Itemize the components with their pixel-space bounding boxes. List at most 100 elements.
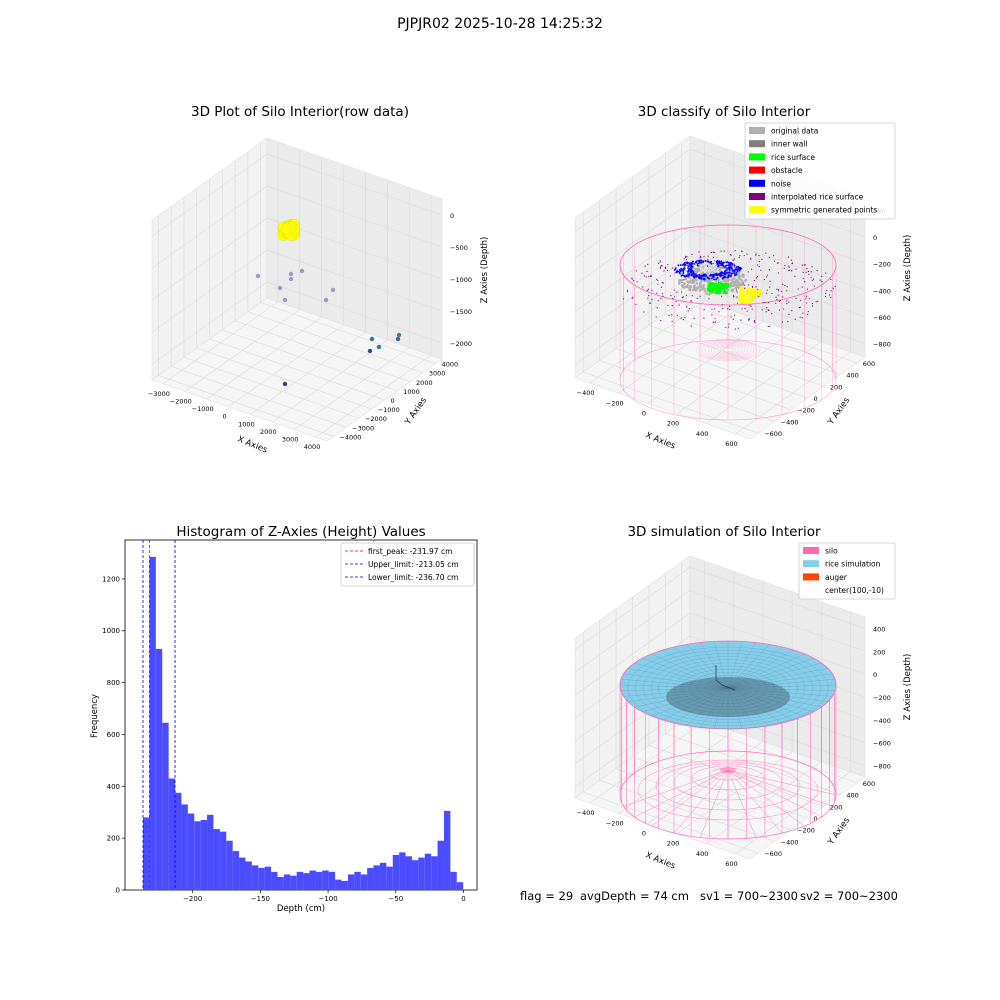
- interpolated-point: [825, 272, 827, 274]
- noise-point: [721, 274, 724, 277]
- noise-point: [726, 271, 728, 274]
- interpolated-point: [651, 298, 653, 301]
- histogram-bar: [347, 874, 355, 890]
- interpolated-point: [743, 284, 745, 286]
- interpolated-point: [684, 268, 686, 270]
- silo-floor-ring: [707, 342, 749, 358]
- z-tick-label: −2000: [450, 340, 472, 348]
- rice-surface-point: [715, 286, 719, 290]
- interpolated-point: [668, 314, 670, 316]
- y-tick-label: 800: [107, 679, 120, 687]
- interpolated-point: [733, 263, 736, 265]
- interpolated-point: [801, 316, 803, 319]
- noise-point: [703, 273, 706, 276]
- original-point: [703, 289, 707, 293]
- noise-point: [716, 276, 719, 279]
- interpolated-point: [808, 273, 810, 275]
- original-point: [697, 269, 700, 272]
- interpolated-point: [766, 292, 768, 294]
- original-point: [684, 277, 688, 281]
- interpolated-point: [699, 255, 702, 257]
- y-tick-label: −3000: [352, 424, 374, 432]
- interpolated-point: [734, 266, 736, 269]
- raw-plot-title: 3D Plot of Silo Interior(row data): [191, 104, 409, 120]
- interpolated-point: [784, 264, 786, 267]
- interpolated-point: [659, 267, 661, 269]
- y-gridline: [583, 371, 759, 434]
- y-gridline: [632, 756, 808, 819]
- interpolated-point: [808, 298, 810, 300]
- interpolated-point: [626, 291, 629, 293]
- classify-z-axis-label: Z Axies (Depth): [903, 235, 913, 302]
- noise-point: [722, 265, 725, 268]
- interpolated-point: [743, 287, 746, 289]
- rice-mesh-spoke: [727, 658, 814, 689]
- noise-point: [723, 275, 725, 277]
- interpolated-point: [733, 314, 736, 316]
- interpolated-point: [703, 256, 705, 258]
- interpolated-point: [762, 301, 764, 304]
- y-tick-label: −1000: [378, 406, 400, 414]
- interpolated-point: [683, 258, 685, 260]
- noise-point: [692, 265, 694, 268]
- z-tick-label: 200: [873, 648, 885, 656]
- symmetric-point: [742, 294, 747, 299]
- interpolated-point: [765, 252, 767, 254]
- original-point: [698, 289, 702, 292]
- interpolated-point: [739, 255, 741, 257]
- interpolated-point: [670, 294, 672, 297]
- raw-point: [282, 297, 288, 303]
- interpolated-point: [657, 279, 659, 282]
- histogram-bar: [175, 792, 182, 890]
- interpolated-point: [788, 266, 790, 268]
- histogram-bar: [239, 857, 246, 890]
- noise-point: [727, 264, 730, 267]
- symmetric-point: [743, 299, 748, 304]
- interpolated-point: [750, 305, 752, 307]
- interpolated-point: [773, 255, 775, 257]
- histogram-bar: [405, 856, 412, 890]
- interpolated-point: [776, 298, 778, 301]
- noise-point: [728, 274, 730, 277]
- original-point: [705, 263, 709, 266]
- rice-mesh-spoke: [713, 641, 729, 689]
- interpolated-point: [788, 265, 790, 267]
- noise-point: [726, 276, 729, 279]
- rice-mesh-spoke: [628, 668, 729, 689]
- z-gridline: [574, 149, 691, 232]
- interpolated-point: [746, 310, 748, 312]
- raw-point: [396, 332, 402, 338]
- rice-mesh-spoke: [727, 687, 770, 726]
- z-gridline: [574, 175, 691, 259]
- raw-point: [255, 273, 261, 279]
- x-tick-label: 0: [222, 413, 226, 421]
- interpolated-point: [696, 297, 698, 300]
- interpolated-point: [791, 310, 793, 312]
- legend-swatch: [749, 166, 765, 174]
- silo-floor-spoke: [727, 769, 757, 838]
- z-tick-label: 0: [873, 671, 877, 679]
- rice-mesh-spoke: [727, 668, 828, 689]
- interpolated-point: [776, 288, 778, 290]
- silo-floor-ring: [710, 343, 746, 357]
- noise-point: [678, 272, 681, 275]
- x-tick-label: −1000: [192, 405, 214, 413]
- histogram-bar: [200, 820, 208, 890]
- interpolated-point: [723, 250, 725, 252]
- noise-point: [685, 275, 688, 277]
- simulation-surface: [619, 640, 837, 840]
- histogram-bar: [271, 871, 278, 890]
- silo-floor-ring: [637, 759, 819, 821]
- noise-point: [722, 276, 725, 279]
- interpolated-point: [766, 276, 768, 278]
- original-point: [699, 282, 702, 286]
- interpolated-point: [832, 287, 834, 289]
- silo-floor-spoke: [727, 769, 822, 818]
- noise-point: [693, 263, 696, 265]
- rice-mesh-spoke: [727, 641, 743, 689]
- interpolated-point: [647, 297, 649, 299]
- interpolated-point: [660, 320, 662, 322]
- noise-point: [683, 263, 686, 266]
- interpolated-point: [747, 284, 750, 286]
- interpolated-point: [636, 281, 638, 283]
